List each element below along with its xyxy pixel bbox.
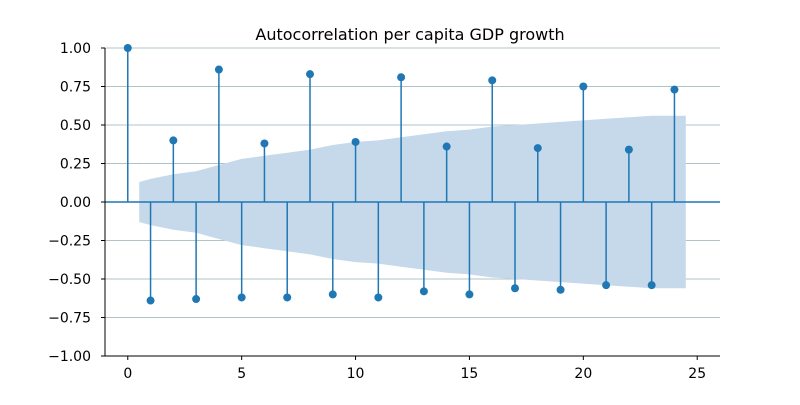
stem-marker (192, 295, 201, 304)
stem-marker (556, 285, 565, 294)
stem-marker (260, 139, 269, 148)
acf-stem-lag-20 (579, 82, 588, 202)
stem-marker (419, 287, 428, 296)
x-tick-label: 20 (574, 366, 592, 382)
y-tick-label: 0.75 (60, 80, 91, 96)
stem-marker (306, 70, 314, 79)
stem-marker (328, 290, 337, 299)
acf-stem-lag-13 (419, 202, 428, 296)
acf-stem-lag-9 (328, 202, 337, 299)
acf-stem-lag-23 (647, 202, 656, 290)
y-tick-label: −1.00 (48, 349, 91, 365)
acf-stem-lag-5 (237, 202, 246, 302)
stem-marker (214, 65, 223, 74)
y-tick-label: 0.00 (60, 195, 91, 211)
acf-stem-lag-16 (488, 76, 497, 202)
x-tick-label: 10 (347, 366, 365, 382)
acf-stem-lag-12 (397, 73, 406, 202)
stem-marker (670, 85, 679, 94)
x-axis-ticks: 0 5 10 15 20 25 (123, 356, 706, 382)
acf-stem-lag-11 (374, 202, 383, 302)
stem-marker (146, 296, 155, 305)
acf-stems (123, 44, 679, 305)
stem-marker (488, 76, 497, 85)
acf-stem-lag-19 (556, 202, 565, 294)
acf-stem-lag-6 (260, 139, 269, 202)
acf-stem-lag-8 (306, 70, 314, 202)
y-tick-label: −0.25 (48, 234, 91, 250)
y-tick-label: −0.50 (48, 272, 91, 288)
y-tick-label: 0.50 (60, 118, 91, 134)
stem-marker (351, 137, 360, 146)
stem-marker (624, 145, 633, 154)
stem-marker (442, 142, 451, 151)
acf-stem-lag-15 (465, 202, 474, 299)
stem-marker (169, 136, 178, 145)
acf-stem-lag-17 (511, 202, 519, 293)
acf-stem-lag-22 (624, 145, 633, 202)
y-tick-label: −0.75 (48, 311, 91, 327)
x-tick-label: 5 (237, 366, 246, 382)
acf-stem-lag-18 (533, 144, 542, 202)
stem-marker (602, 281, 611, 290)
stem-marker (123, 44, 132, 52)
y-tick-label: 1.00 (60, 41, 91, 57)
chart-title: Autocorrelation per capita GDP growth (255, 25, 564, 44)
acf-stem-lag-2 (169, 136, 178, 202)
acf-stem-lag-3 (192, 202, 201, 304)
y-axis-ticks: −1.00 −0.75 −0.50 −0.25 0.00 0.25 0.50 0.75 1.00 (48, 41, 105, 365)
acf-stem-lag-24 (670, 85, 679, 202)
acf-stem-lag-4 (214, 65, 223, 202)
stem-marker (374, 293, 383, 302)
x-tick-label: 15 (461, 366, 479, 382)
stem-marker (579, 82, 588, 91)
stem-marker (465, 290, 474, 299)
acf-stem-lag-14 (442, 142, 451, 202)
x-tick-label: 0 (123, 366, 132, 382)
acf-stem-lag-7 (283, 202, 292, 302)
acf-stem-lag-10 (351, 137, 360, 202)
stem-marker (397, 73, 406, 82)
stem-marker (283, 293, 292, 302)
x-tick-label: 25 (688, 366, 706, 382)
y-tick-label: 0.25 (60, 157, 91, 173)
stem-marker (511, 284, 519, 293)
acf-stem-lag-21 (602, 202, 611, 290)
stem-marker (533, 144, 542, 153)
stem-marker (647, 281, 656, 290)
stem-marker (237, 293, 246, 302)
acf-stem-lag-1 (146, 202, 155, 305)
acf-stem-lag-0 (123, 44, 132, 202)
